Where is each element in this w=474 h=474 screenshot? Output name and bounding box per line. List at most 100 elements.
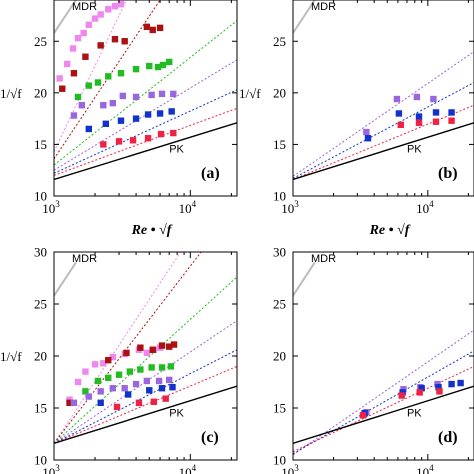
series-4-point [121,385,128,392]
panel-label: (a) [201,165,220,182]
series-2-guide-line [293,350,474,455]
series-2-point [158,342,166,349]
series-4-point [100,102,107,109]
y-tick-label: 20 [34,349,47,364]
series-3-point [82,388,89,395]
series-3-point [132,65,140,73]
axes-frame [292,0,474,197]
mdr-label: MDR [311,253,336,265]
pk-line [293,122,474,181]
series-4-point [70,399,78,406]
pk-line [54,122,237,181]
plot-area [293,0,474,181]
series-3-point [448,117,455,124]
series-3-point [359,412,367,419]
series-2-point [364,135,372,142]
pk-line [54,385,237,445]
x-tick-label: 104 [416,463,434,474]
series-3-point [146,62,153,70]
plot-area [293,261,474,456]
series-2-point [435,384,442,391]
mdr-line [293,0,316,34]
series-2-point [395,110,403,117]
series-2-point [97,42,104,49]
series-3-point [115,371,123,378]
series-4-point [158,90,166,98]
series-4-point [132,93,140,101]
pk-label: PK [407,407,422,419]
y-tick-label: 20 [34,85,47,100]
y-tick-label: 20 [273,349,286,364]
series-3-point [397,121,404,129]
series-4-point [143,377,151,385]
series-5-point [97,399,104,406]
plot-area [54,0,237,181]
series-1-point [413,93,421,101]
y-tick-label: 15 [273,401,286,416]
axes-frame [53,0,238,197]
series-6-point [129,137,137,144]
series-2-guide-line [54,252,202,444]
mdr-line [54,261,77,297]
series-2-point [66,399,73,406]
series-1-point [69,45,77,52]
series-3-guide-line [54,20,237,166]
x-tick-label: 103 [281,199,299,216]
series-1-point [91,15,99,22]
y-tick-label: 15 [34,137,47,152]
series-2-point [70,70,78,77]
series-1-point [105,6,112,13]
y-tick-label: 25 [34,297,47,312]
series-3-point [159,61,167,69]
mdr-line [54,0,77,34]
pk-label: PK [169,144,184,156]
pk-label: PK [407,144,422,156]
series-2-point [418,385,425,392]
series-5-point [156,110,164,117]
x-tick-label: 104 [416,199,434,216]
series-3-guide-line [293,104,474,180]
series-6-guide-line [54,365,237,444]
series-1-point [80,29,87,37]
series-2-point [105,356,112,364]
y-tick-label: 15 [273,137,286,152]
mdr-label: MDR [72,253,97,265]
series-3-point [436,388,443,395]
series-5-point [102,120,110,127]
series-3-point [432,118,440,125]
x-axis-label: Re • √f [369,223,411,238]
series-1-point [117,0,125,8]
y-axis-label: 1/√f [0,349,22,364]
series-1-point [82,368,89,375]
y-axis-label: 1/√f [239,86,261,101]
series-3-point [105,374,112,382]
y-tick-label: 30 [273,245,286,260]
series-1-guide-line [293,51,474,177]
series-1-point [64,60,71,68]
series-3-point [398,392,405,399]
series-2-point [121,38,128,45]
series-2-point [149,26,156,34]
series-3-point [137,366,144,373]
series-6-point [150,398,158,405]
y-tick-label: 25 [34,34,47,49]
y-tick-label: 10 [34,453,47,468]
panel-1: 10 15 20 25 103 104 MDR PK (a) 1/√f Re • √f [0,0,238,238]
plot-area [54,252,237,445]
series-1-point [109,353,117,361]
series-3-point [126,368,134,375]
series-6-guide-line [54,107,237,176]
series-3-point [158,364,166,371]
y-tick-label: 15 [34,401,47,416]
series-2-point [143,23,151,31]
series-4-point [85,393,92,400]
y-tick-label: 30 [34,245,47,260]
x-tick-label: 104 [179,463,197,474]
series-2-point [123,349,130,357]
series-6-point [170,129,177,137]
series-2-point [59,85,66,92]
series-6-point [115,138,123,145]
series-6-point [113,403,121,411]
series-1-point [430,95,437,103]
